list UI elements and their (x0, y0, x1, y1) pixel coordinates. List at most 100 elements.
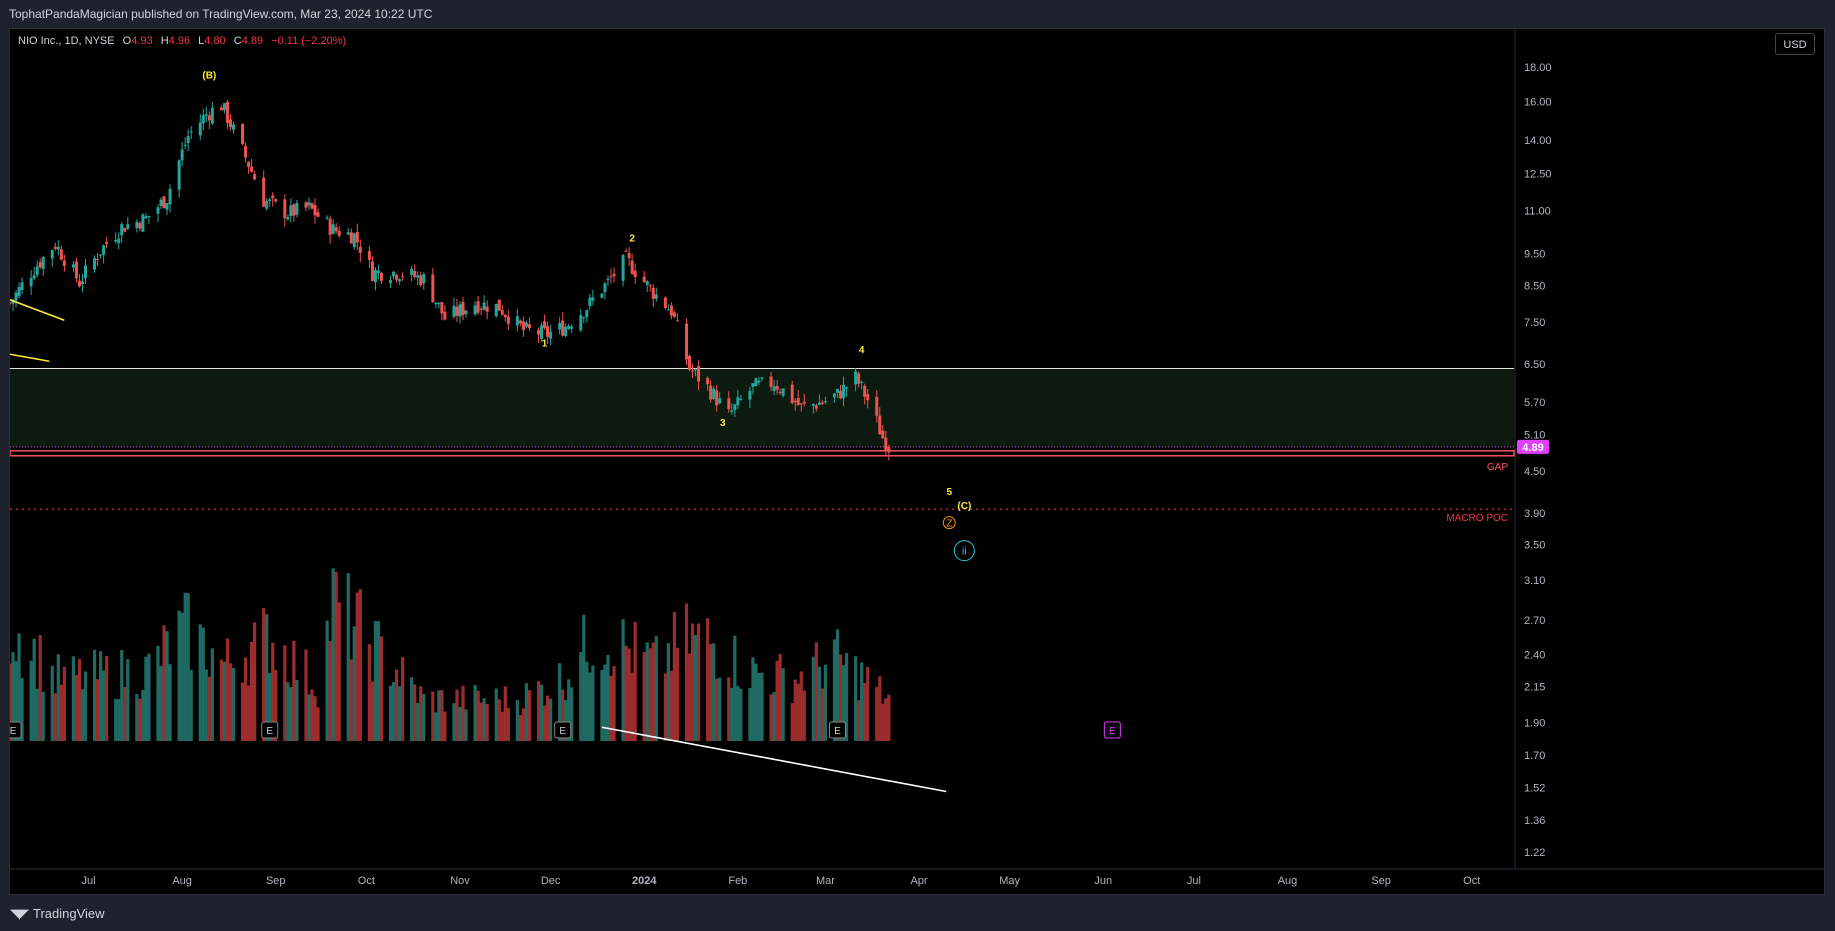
time-tick: Sep (1371, 875, 1391, 887)
candle-body (201, 115, 205, 124)
volume-bar (29, 660, 33, 741)
candles-group (10, 99, 891, 461)
volume-bar (832, 639, 837, 741)
candle-body (802, 401, 806, 404)
candle-body (268, 199, 272, 202)
candle-body (739, 398, 743, 400)
candle-body (141, 214, 145, 232)
volume-bar (875, 687, 879, 741)
earnings-marker (829, 721, 847, 739)
volume-bar (219, 659, 224, 741)
volume-bar (621, 619, 625, 741)
volume-bar (548, 698, 553, 741)
volume-bar (271, 642, 275, 741)
candle-body (515, 316, 519, 326)
volume-bar (663, 673, 667, 741)
volume-bar (884, 698, 888, 741)
volume-bar (35, 688, 39, 741)
volume-bar (633, 622, 637, 741)
volume-bar (841, 665, 846, 741)
volume-bar (117, 698, 121, 741)
volume-bar (370, 681, 375, 741)
candle-body (712, 388, 716, 399)
candle-body (630, 260, 634, 274)
candle-body (772, 386, 776, 391)
candle-body (832, 393, 836, 398)
wave-label-ii: ii (962, 546, 967, 558)
candle-body (186, 136, 190, 144)
price-tick: 1.90 (1524, 718, 1545, 730)
wave-label: 2 (629, 233, 635, 244)
footer-bar: ◥◤ TradingView (0, 897, 1835, 931)
candle-body (579, 315, 583, 331)
volume-bar (286, 682, 290, 741)
volume-bar (754, 663, 758, 741)
volume-bar (59, 684, 63, 741)
candle-body (540, 325, 544, 339)
volume-bar (159, 665, 163, 741)
volume-bar (431, 691, 435, 741)
candle-body (313, 204, 317, 216)
volume-bar (579, 651, 583, 741)
change-value: −0.11 (−2.20%) (271, 35, 347, 47)
candle-body (355, 231, 359, 243)
volume-bar (397, 686, 402, 741)
candle-body (183, 144, 187, 146)
candle-body (845, 387, 849, 389)
volume-bar (210, 648, 214, 741)
volume-bar (246, 685, 251, 741)
candle-body (863, 385, 867, 397)
candle-body (373, 270, 377, 283)
volume-bar (410, 677, 414, 741)
volume-bar (612, 666, 616, 741)
candle-body (473, 305, 477, 315)
candle-body (138, 223, 142, 229)
volume-bar (458, 706, 462, 741)
last-price-badge (1517, 439, 1549, 454)
volume-bar (814, 642, 818, 741)
candle-body (814, 405, 818, 409)
candle-body (558, 322, 562, 330)
currency-button[interactable]: USD (1775, 33, 1815, 55)
volume-bar (712, 643, 716, 741)
candle-body (126, 224, 130, 229)
time-tick: 2024 (632, 875, 657, 887)
volume-bar (355, 592, 359, 741)
candle-body (93, 258, 97, 270)
volume-bar (696, 623, 701, 741)
candle-body (77, 280, 81, 287)
volume-bar (654, 636, 658, 741)
volume-bar (265, 614, 269, 741)
candle-body (588, 297, 592, 307)
volume-bar (99, 651, 103, 741)
symbol-name[interactable]: NIO Inc., 1D, NYSE (18, 35, 115, 47)
tradingview-brand[interactable]: ◥◤ TradingView (10, 897, 105, 931)
candle-body (781, 388, 785, 396)
candle-body (715, 390, 719, 406)
volume-bar (769, 694, 773, 741)
candle-body (392, 271, 396, 277)
candle-body (778, 391, 782, 393)
volume-bar (582, 614, 586, 741)
candle-body (262, 177, 266, 207)
price-tick: 5.10 (1524, 430, 1545, 442)
candle-body (274, 199, 278, 202)
candle-body (537, 330, 541, 335)
volume-bar (585, 661, 589, 741)
volume-bar (207, 676, 211, 741)
high-value: 4.96 (168, 35, 191, 47)
candle-body (733, 404, 737, 411)
time-tick: Oct (1463, 875, 1480, 887)
volume-bar (83, 671, 88, 741)
volume-bar (289, 687, 293, 741)
candle-body (38, 262, 42, 268)
volume-bar (391, 682, 396, 741)
price-tick: 3.90 (1524, 508, 1545, 520)
candle-body (645, 281, 649, 285)
price-chart[interactable]: GAP MACRO POC (B) 2 1 4 3 5 (C) Zii E E E E E 18.00 16.0… (10, 29, 1824, 894)
candle-body (609, 276, 613, 278)
time-tick: May (999, 875, 1020, 887)
volume-bar (144, 656, 148, 741)
candle-body (117, 238, 121, 244)
